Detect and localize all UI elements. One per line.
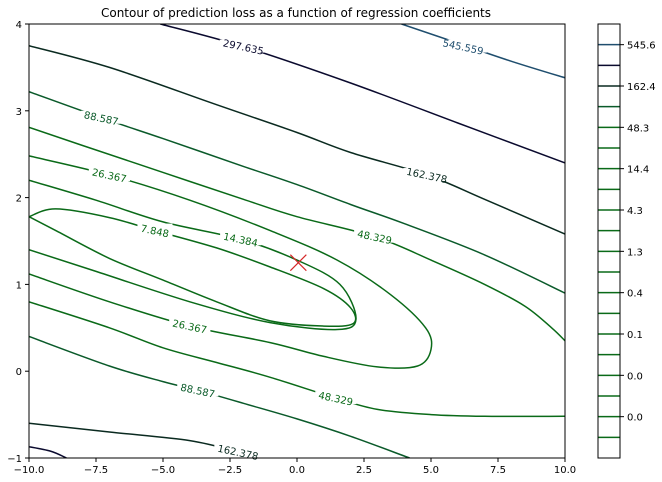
contour-line (29, 126, 565, 342)
contour-line (29, 301, 565, 418)
colorbar-tick-label: 0.4 (627, 289, 643, 300)
contour-label-bg (137, 223, 173, 237)
contour-line (29, 44, 565, 235)
contour-line (29, 155, 433, 369)
contour-label: 26.367 (88, 167, 130, 186)
colorbar-tick-label: 0.0 (627, 371, 643, 382)
contour-label: 545.559 (439, 38, 487, 58)
contour-label: 48.329 (315, 391, 357, 409)
y-tick-label: −1 (7, 454, 22, 465)
contour-label-bg (354, 229, 396, 243)
contour-lines (29, 24, 565, 458)
y-tick-label: 1 (16, 280, 22, 291)
minimum-marker (289, 254, 307, 272)
contour-label-bg (315, 391, 357, 405)
y-tick-label: 4 (16, 20, 22, 31)
x-tick-label: −7.5 (84, 465, 108, 476)
colorbar-tick-label: 162.4 (627, 82, 656, 93)
contour-label-bg (214, 444, 262, 458)
colorbar-tick-label: 14.4 (627, 165, 649, 176)
contour-label: 48.329 (354, 229, 396, 247)
contour-label-bg (403, 168, 451, 182)
contour-label-bg (88, 168, 130, 182)
chart-title: Contour of prediction loss as a function… (101, 6, 491, 20)
contour-line (29, 208, 357, 328)
x-tick-label: 10.0 (554, 465, 576, 476)
contour-line (160, 24, 565, 164)
plot-area: 297.635 545.559 88.587 162.378 26.367 48.329 7… (7, 20, 576, 476)
minimum-marker-stroke (289, 254, 307, 272)
x-tick-label: −5.0 (151, 465, 175, 476)
contour-label-bg (177, 383, 219, 397)
contour-label: 88.587 (80, 110, 122, 128)
y-tick-label: 3 (16, 107, 22, 118)
contour-line (29, 445, 67, 458)
contour-label-bg (220, 232, 262, 246)
y-tick-label: 2 (16, 194, 22, 205)
colorbar: 545.6 162.4 48.3 14.4 4.3 1.3 0.4 0.1 0.0 0.0 (597, 23, 656, 459)
contour-label: 26.367 (169, 319, 211, 337)
colorbar-tick-label: 4.3 (627, 206, 643, 217)
contour-label: 297.635 (219, 38, 268, 58)
x-tick-label: 7.5 (490, 465, 506, 476)
contour-label-bg (169, 319, 211, 333)
contour-line (29, 179, 357, 331)
contour-label: 88.587 (177, 383, 219, 401)
colorbar-tick-label: 1.3 (627, 247, 643, 258)
x-tick-label: 0.0 (289, 465, 305, 476)
contour-label-bg (80, 110, 122, 124)
colorbar-tick-label: 545.6 (627, 41, 656, 52)
colorbar-frame (597, 23, 621, 459)
contour-label-bg (219, 39, 268, 53)
x-tick-label: 2.5 (356, 465, 372, 476)
colorbar-tick-label: 0.1 (627, 330, 643, 341)
contour-label: 7.848 (137, 223, 173, 240)
contour-label: 162.378 (214, 444, 262, 463)
x-tick-label: −2.5 (218, 465, 242, 476)
contour-label: 14.384 (220, 232, 262, 250)
contour-label: 162.378 (403, 167, 451, 186)
y-tick-label: 0 (16, 367, 22, 378)
x-tick-label: 5.0 (423, 465, 439, 476)
colorbar-tick-label: 48.3 (627, 123, 649, 134)
x-tick-label: −10.0 (14, 465, 45, 476)
contour-line (29, 90, 565, 294)
contour-label-bg (439, 39, 487, 53)
colorbar-tick-label: 0.0 (627, 413, 643, 424)
